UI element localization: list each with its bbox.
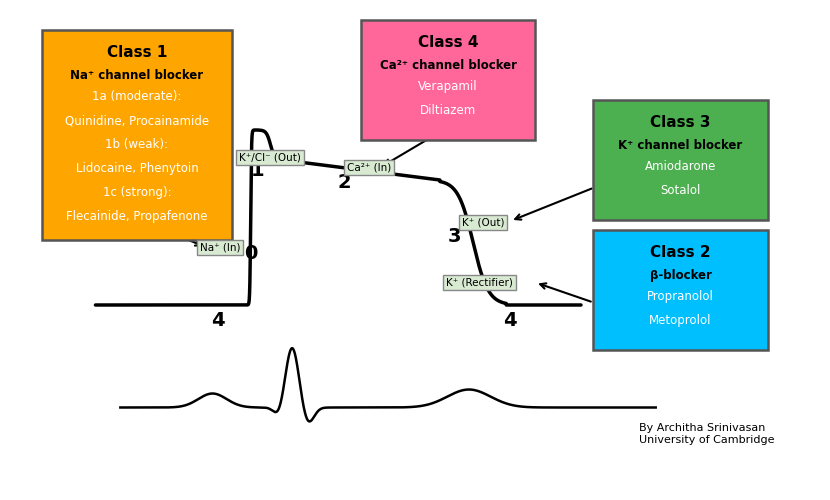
Text: 1: 1	[251, 160, 264, 180]
Text: Sotalol: Sotalol	[661, 184, 701, 197]
FancyBboxPatch shape	[593, 230, 768, 350]
Text: Amiodarone: Amiodarone	[645, 160, 716, 173]
Text: Na⁺ (In): Na⁺ (In)	[200, 242, 240, 252]
Text: 1c (strong):: 1c (strong):	[103, 186, 171, 199]
Text: β-blocker: β-blocker	[650, 269, 711, 282]
Text: Ca²⁺ channel blocker: Ca²⁺ channel blocker	[379, 59, 517, 72]
Text: K⁺ (Rectifier): K⁺ (Rectifier)	[447, 278, 513, 287]
Text: Flecainide, Propafenone: Flecainide, Propafenone	[66, 210, 208, 223]
Text: By Architha Srinivasan
University of Cambridge: By Architha Srinivasan University of Cam…	[639, 424, 774, 445]
Text: Ca²⁺ (In): Ca²⁺ (In)	[347, 162, 392, 172]
Text: K⁺ channel blocker: K⁺ channel blocker	[618, 139, 743, 152]
Text: 0: 0	[244, 244, 257, 263]
Text: Verapamil: Verapamil	[418, 80, 478, 93]
Text: Class 3: Class 3	[651, 115, 710, 130]
Text: 2: 2	[338, 173, 351, 192]
Text: 1b (weak):: 1b (weak):	[105, 138, 168, 151]
Text: Na⁺ channel blocker: Na⁺ channel blocker	[71, 69, 203, 82]
Text: 4: 4	[503, 310, 516, 330]
Text: Class 1: Class 1	[107, 45, 167, 60]
Text: Diltiazem: Diltiazem	[420, 104, 476, 117]
FancyBboxPatch shape	[361, 20, 535, 140]
Text: Metoprolol: Metoprolol	[649, 314, 712, 327]
Text: 1a (moderate):: 1a (moderate):	[92, 90, 182, 103]
Text: 4: 4	[212, 310, 225, 330]
Text: Class 4: Class 4	[418, 35, 478, 50]
Text: K⁺/Cl⁻ (Out): K⁺/Cl⁻ (Out)	[239, 152, 300, 162]
Text: K⁺ (Out): K⁺ (Out)	[461, 218, 505, 228]
Text: Lidocaine, Phenytoin: Lidocaine, Phenytoin	[76, 162, 198, 175]
FancyBboxPatch shape	[42, 30, 232, 240]
Text: Class 2: Class 2	[650, 245, 711, 260]
Text: Quinidine, Procainamide: Quinidine, Procainamide	[65, 114, 209, 127]
FancyBboxPatch shape	[593, 100, 768, 220]
Text: 3: 3	[448, 226, 461, 246]
Text: Propranolol: Propranolol	[647, 290, 714, 303]
